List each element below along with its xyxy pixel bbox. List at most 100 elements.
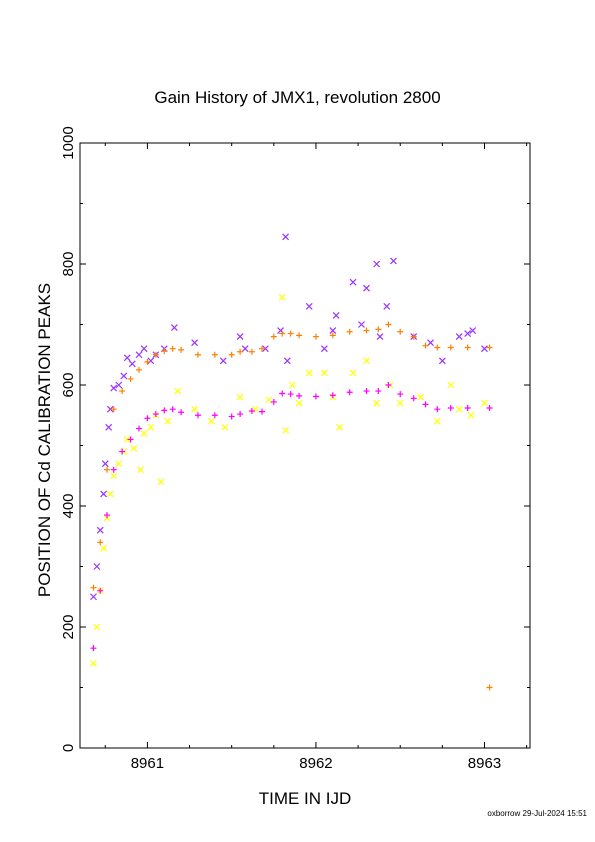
data-point bbox=[447, 381, 455, 389]
y-tick-label: 0 bbox=[60, 744, 77, 752]
data-point bbox=[140, 429, 148, 437]
data-point bbox=[295, 399, 303, 407]
data-point bbox=[97, 587, 104, 594]
series-1 bbox=[90, 293, 488, 667]
data-point bbox=[287, 330, 294, 337]
data-point bbox=[417, 393, 424, 401]
data-point bbox=[288, 381, 296, 389]
data-point bbox=[237, 348, 244, 355]
data-point bbox=[469, 327, 477, 334]
data-point bbox=[279, 330, 286, 337]
data-point bbox=[282, 426, 290, 434]
data-point bbox=[170, 324, 178, 331]
data-point bbox=[241, 345, 249, 353]
data-point bbox=[373, 260, 381, 268]
data-point bbox=[427, 339, 434, 347]
data-point bbox=[422, 342, 429, 349]
data-point bbox=[110, 472, 118, 480]
data-point bbox=[349, 369, 357, 377]
data-point bbox=[152, 411, 159, 418]
data-point bbox=[296, 392, 303, 399]
data-point bbox=[169, 406, 176, 413]
data-point bbox=[329, 332, 336, 339]
data-point bbox=[90, 584, 97, 591]
series-2 bbox=[90, 321, 493, 591]
data-point bbox=[128, 360, 136, 368]
data-point bbox=[194, 351, 201, 358]
data-point bbox=[164, 417, 172, 425]
data-point bbox=[178, 409, 185, 416]
data-point bbox=[169, 345, 176, 352]
x-axis-label: TIME IN IJD bbox=[258, 789, 352, 808]
data-point bbox=[127, 436, 134, 443]
data-point bbox=[135, 425, 142, 432]
data-point bbox=[396, 399, 404, 407]
data-point bbox=[106, 405, 114, 413]
data-point bbox=[110, 406, 117, 413]
data-point bbox=[119, 448, 126, 455]
data-point bbox=[135, 351, 143, 359]
data-point bbox=[103, 514, 111, 522]
data-point bbox=[349, 278, 357, 286]
series-3 bbox=[90, 382, 493, 652]
data-point bbox=[455, 333, 463, 341]
data-point bbox=[147, 357, 155, 365]
y-tick-label: 400 bbox=[60, 493, 77, 518]
data-point bbox=[236, 393, 244, 401]
data-point bbox=[375, 326, 382, 333]
data-point bbox=[320, 345, 328, 353]
data-point bbox=[486, 684, 493, 691]
data-point bbox=[305, 302, 313, 310]
data-point bbox=[464, 344, 471, 351]
data-point bbox=[363, 327, 370, 334]
data-point bbox=[422, 401, 429, 408]
data-point bbox=[110, 384, 118, 392]
data-point bbox=[161, 348, 168, 355]
data-marks bbox=[90, 233, 493, 691]
data-point bbox=[103, 466, 110, 473]
data-point bbox=[447, 344, 454, 351]
data-point bbox=[270, 398, 277, 405]
data-point bbox=[486, 404, 493, 411]
data-point bbox=[157, 478, 165, 486]
data-point bbox=[259, 408, 266, 415]
data-point bbox=[282, 233, 290, 241]
data-point bbox=[390, 257, 397, 265]
data-point bbox=[433, 417, 441, 425]
data-point bbox=[467, 411, 475, 419]
chart-title: Gain History of JMX1, revolution 2800 bbox=[154, 88, 441, 107]
data-point bbox=[93, 623, 101, 631]
data-point bbox=[481, 399, 488, 407]
data-point bbox=[93, 563, 101, 570]
y-tick-label: 200 bbox=[60, 614, 77, 639]
data-point bbox=[105, 423, 113, 431]
data-point bbox=[486, 344, 493, 351]
data-point bbox=[434, 406, 441, 413]
data-point bbox=[135, 366, 142, 373]
data-point bbox=[376, 333, 384, 341]
data-point bbox=[123, 436, 131, 443]
data-point bbox=[397, 391, 404, 398]
data-point bbox=[90, 659, 97, 667]
data-point bbox=[410, 333, 417, 340]
data-point bbox=[265, 396, 273, 404]
data-point bbox=[147, 423, 155, 431]
x-tick-label: 8962 bbox=[299, 755, 332, 772]
data-point bbox=[397, 328, 404, 335]
data-point bbox=[161, 407, 168, 414]
data-point bbox=[279, 390, 286, 397]
data-point bbox=[363, 388, 370, 395]
y-tick-label: 600 bbox=[60, 372, 77, 397]
data-point bbox=[103, 512, 110, 519]
data-point bbox=[152, 351, 159, 358]
data-point bbox=[259, 345, 266, 352]
data-point bbox=[130, 445, 138, 452]
data-point bbox=[455, 405, 463, 413]
series-4 bbox=[486, 684, 493, 691]
data-point bbox=[305, 369, 313, 377]
data-point bbox=[211, 351, 218, 358]
data-point bbox=[140, 345, 148, 353]
data-point bbox=[464, 330, 472, 337]
series-0 bbox=[90, 233, 488, 601]
data-point bbox=[90, 645, 97, 652]
